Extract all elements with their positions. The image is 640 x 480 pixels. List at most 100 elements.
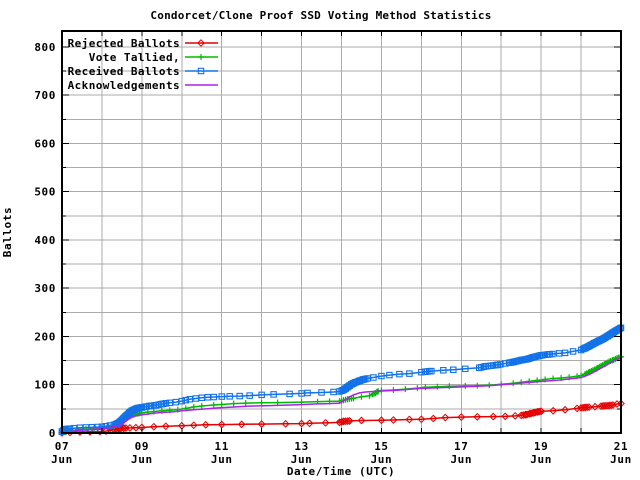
square-marker <box>162 400 170 407</box>
square-marker <box>286 390 293 398</box>
diamond-marker <box>281 419 290 428</box>
square-marker <box>197 67 205 75</box>
diamond-marker <box>441 413 450 422</box>
square-marker <box>270 391 277 398</box>
diamond-marker <box>535 407 544 416</box>
diamond-marker <box>549 406 558 415</box>
diamond-marker <box>519 411 528 419</box>
square-marker <box>318 389 325 396</box>
series-line <box>61 402 622 434</box>
diamond-marker <box>527 409 536 418</box>
x-tick-label-day: 19 <box>534 440 548 453</box>
diamond-marker <box>523 410 532 419</box>
square-marker <box>386 371 393 379</box>
diamond-marker <box>119 424 128 433</box>
square-marker <box>166 399 174 407</box>
diamond-marker <box>257 420 266 428</box>
diamond-marker <box>337 417 346 426</box>
diamond-marker <box>583 403 591 412</box>
diamond-marker <box>131 423 140 432</box>
square-marker <box>178 397 186 405</box>
diamond-marker <box>501 412 510 421</box>
square-marker <box>102 422 110 430</box>
tick-labels: 010020030040050060070080007Jun09Jun11Jun… <box>34 41 632 466</box>
diamond-marker <box>305 419 314 428</box>
x-tick-label-month: Jun <box>291 453 313 466</box>
y-tick-label: 200 <box>34 330 56 343</box>
legend-item-vote-tallied: Vote Tallied, <box>89 51 218 64</box>
legend-item-rejected-ballots: Rejected Ballots <box>68 37 218 50</box>
diamond-marker <box>217 420 226 429</box>
diamond-marker <box>121 424 130 433</box>
diamond-marker <box>573 404 581 413</box>
diamond-marker <box>521 410 530 419</box>
series-line <box>61 357 622 434</box>
square-marker <box>406 370 413 377</box>
x-tick-label-day: 07 <box>55 440 69 453</box>
data-series <box>58 324 625 437</box>
x-tick-label-month: Jun <box>371 453 393 466</box>
square-marker <box>561 349 569 357</box>
x-tick-label-day: 21 <box>614 440 628 453</box>
x-tick-label-day: 09 <box>135 440 149 453</box>
diamond-marker <box>297 419 306 428</box>
square-marker <box>418 368 425 376</box>
square-marker <box>304 389 311 397</box>
diamond-marker <box>605 401 613 410</box>
square-marker <box>378 372 385 380</box>
diamond-marker <box>525 409 534 418</box>
x-tick-label-month: Jun <box>211 453 233 466</box>
x-tick-label-month: Jun <box>610 453 632 466</box>
y-axis-title: Ballots <box>1 207 14 258</box>
square-marker <box>298 390 305 397</box>
square-marker <box>462 365 469 373</box>
grid-lines <box>62 31 621 433</box>
diamond-marker <box>533 408 542 416</box>
square-marker <box>236 392 243 400</box>
y-tick-label: 700 <box>34 89 56 102</box>
diamond-marker <box>237 420 246 429</box>
diamond-marker <box>531 408 540 417</box>
x-tick-label-month: Jun <box>51 453 73 466</box>
square-marker <box>549 350 556 358</box>
legend-label: Vote Tallied, <box>89 51 180 64</box>
diamond-marker <box>149 422 158 431</box>
diamond-marker <box>473 412 482 421</box>
diamond-marker <box>457 413 466 421</box>
square-marker <box>106 422 114 429</box>
y-tick-label: 100 <box>34 379 56 392</box>
plot-frame <box>61 30 622 434</box>
series-received-ballots <box>58 324 625 435</box>
x-tick-label-day: 17 <box>454 440 468 453</box>
square-marker <box>440 367 447 374</box>
chart-title: Condorcet/Clone Proof SSD Voting Method … <box>150 9 491 22</box>
x-tick-label-day: 13 <box>294 440 308 453</box>
legend-label: Rejected Ballots <box>68 37 180 50</box>
diamond-marker <box>537 407 546 416</box>
square-marker <box>497 361 504 368</box>
diamond-marker <box>357 416 366 425</box>
x-tick-label-month: Jun <box>530 453 552 466</box>
square-marker <box>198 394 206 402</box>
diamond-marker <box>405 415 414 424</box>
diamond-marker <box>429 414 438 423</box>
series-acknowledgements <box>61 357 622 434</box>
legend-item-received-ballots: Received Ballots <box>68 65 218 78</box>
y-tick-label: 800 <box>34 41 56 54</box>
square-marker <box>450 366 457 374</box>
y-tick-label: 0 <box>49 427 56 440</box>
y-tick-label: 500 <box>34 186 56 199</box>
square-marker <box>330 388 337 396</box>
x-tick-label-month: Jun <box>450 453 472 466</box>
diamond-marker <box>511 411 520 420</box>
diamond-marker <box>343 417 352 426</box>
square-marker <box>396 370 403 378</box>
diamond-marker <box>201 420 210 429</box>
diamond-marker <box>189 421 198 430</box>
x-axis-title: Date/Time (UTC) <box>287 465 395 478</box>
diamond-marker <box>529 409 538 417</box>
diamond-marker <box>102 427 110 435</box>
